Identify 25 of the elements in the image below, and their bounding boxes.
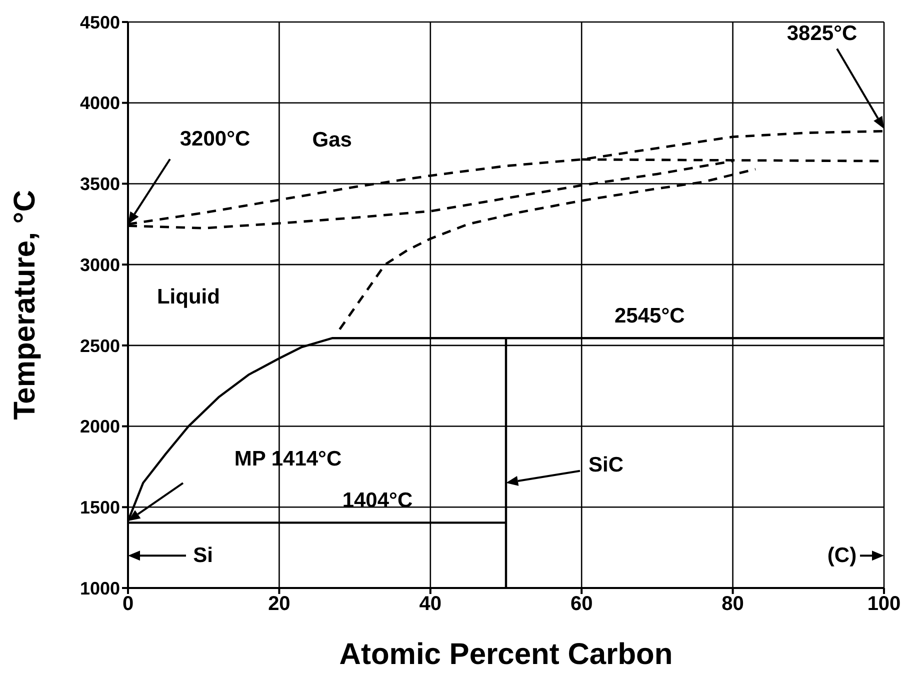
y-axis-title: Temperature, °C [8, 190, 42, 420]
y-tick-label: 3500 [80, 174, 120, 194]
annotation: Liquid [156, 285, 220, 308]
y-tick-label: 1000 [80, 578, 120, 598]
y-tick-label: 1500 [80, 498, 120, 518]
x-tick-label: 40 [419, 593, 442, 616]
annotation: Si [193, 544, 213, 568]
annotation: 2545°C [614, 304, 685, 328]
x-tick-label: 80 [722, 593, 744, 616]
x-tick-label: 60 [570, 593, 593, 616]
x-axis-title: Atomic Percent Carbon [339, 638, 673, 671]
y-tick-label: 4000 [80, 93, 120, 114]
annotation: (C) [827, 544, 857, 568]
annotation: 3200°C [180, 128, 250, 151]
y-tick-label: 2500 [80, 336, 120, 356]
y-tick-label: 3000 [80, 254, 120, 275]
y-tick-label: 2000 [80, 416, 120, 437]
annotation: Gas [312, 128, 352, 152]
annotation: SiC [588, 453, 624, 476]
x-tick-label: 0 [122, 593, 134, 616]
annotation: 3825°C [786, 22, 858, 46]
y-tick-label: 4500 [80, 12, 120, 32]
annotation: 1404°C [342, 489, 413, 512]
x-tick-label: 100 [867, 593, 901, 616]
x-tick-label: 20 [268, 593, 290, 616]
